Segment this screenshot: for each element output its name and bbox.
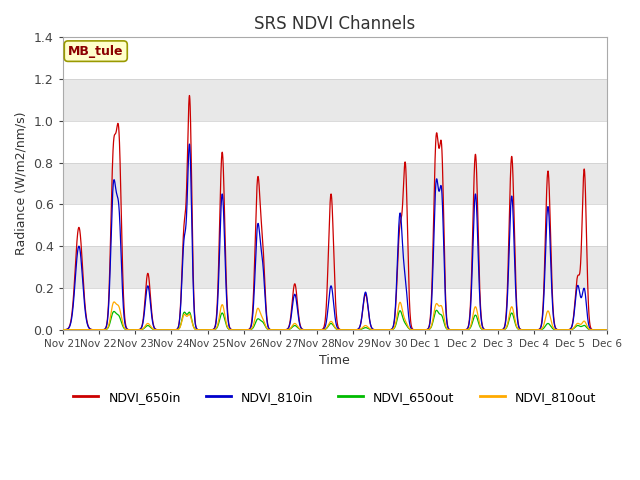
Bar <box>63 204 607 246</box>
Bar <box>63 163 607 204</box>
Bar <box>63 121 607 163</box>
Bar <box>63 37 607 79</box>
Title: SRS NDVI Channels: SRS NDVI Channels <box>254 15 415 33</box>
Legend: NDVI_650in, NDVI_810in, NDVI_650out, NDVI_810out: NDVI_650in, NDVI_810in, NDVI_650out, NDV… <box>68 385 601 408</box>
Bar <box>63 288 607 330</box>
Bar <box>63 246 607 288</box>
Y-axis label: Radiance (W/m2/nm/s): Radiance (W/m2/nm/s) <box>15 112 28 255</box>
Text: MB_tule: MB_tule <box>68 45 124 58</box>
X-axis label: Time: Time <box>319 354 350 367</box>
Bar <box>63 79 607 121</box>
